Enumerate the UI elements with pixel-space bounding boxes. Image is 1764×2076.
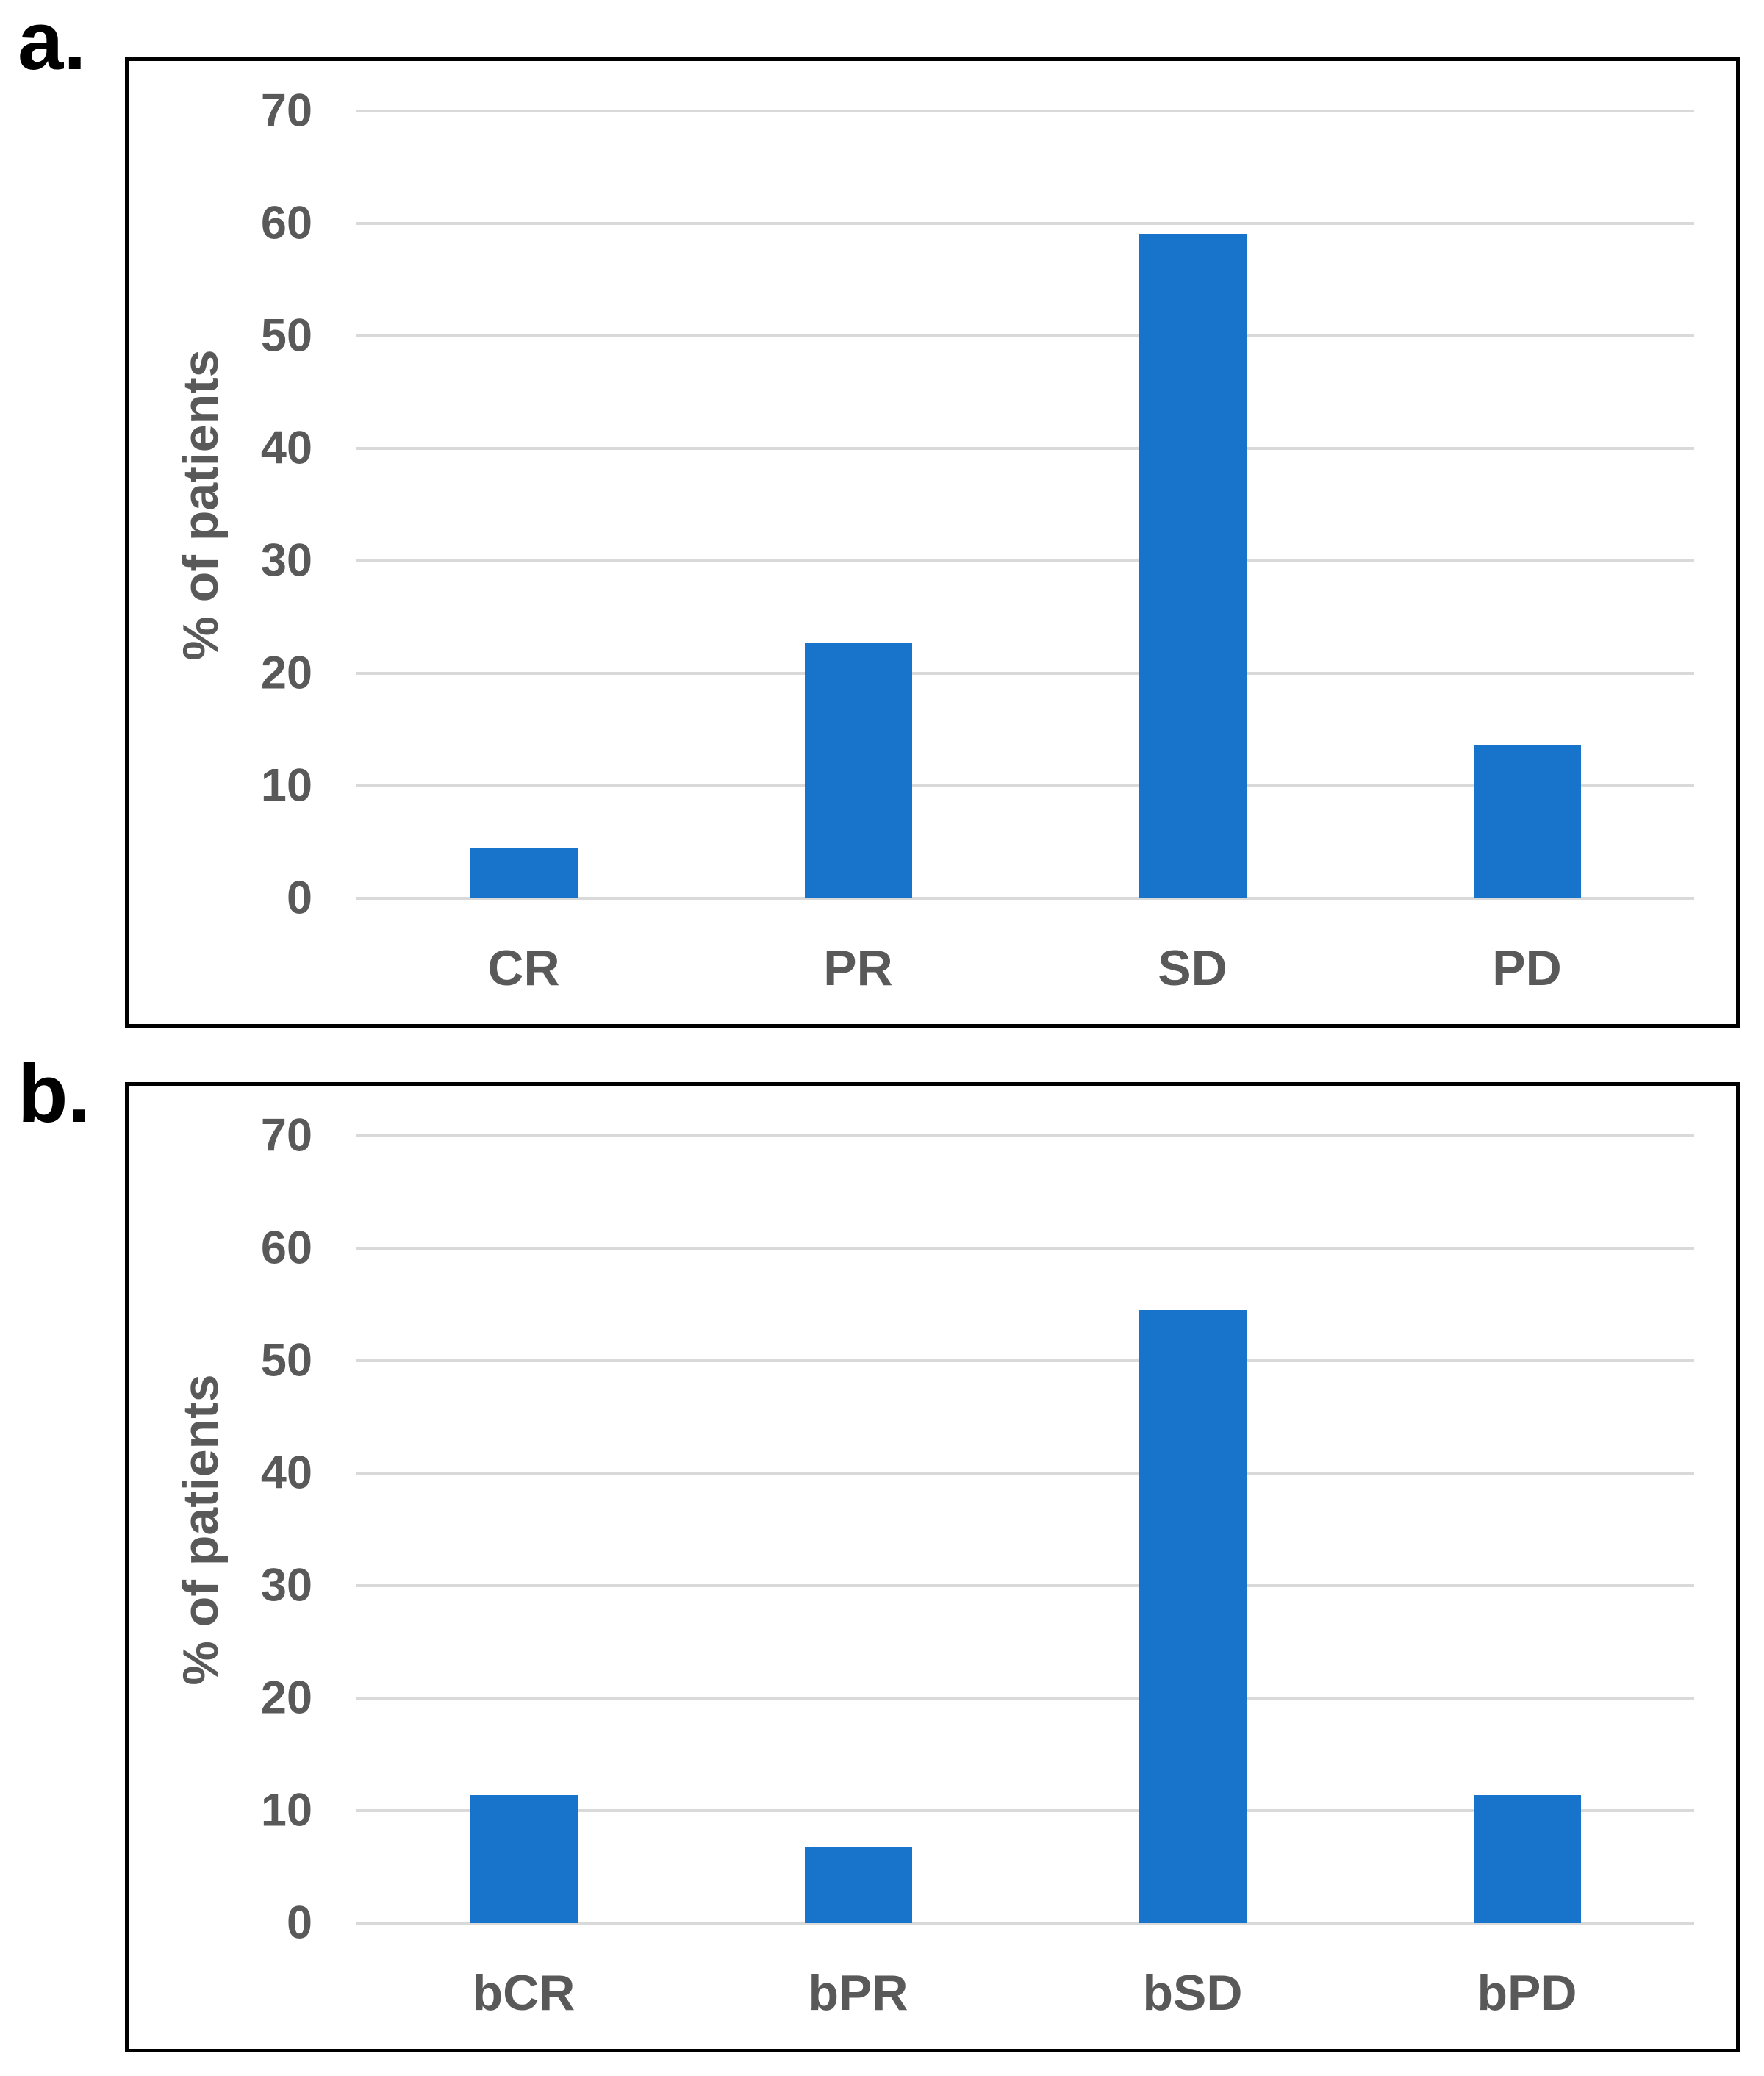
bar-SD bbox=[1139, 233, 1247, 898]
y-tick-label-70: 70 bbox=[260, 85, 312, 137]
gridline-70 bbox=[356, 110, 1694, 112]
gridline-50 bbox=[356, 1359, 1694, 1362]
y-axis-title: % of patients bbox=[173, 1373, 229, 1686]
x-category-label-PR: PR bbox=[823, 940, 893, 996]
gridline-50 bbox=[356, 334, 1694, 337]
y-tick-label-30: 30 bbox=[260, 534, 312, 587]
gridline-60 bbox=[356, 1247, 1694, 1250]
panel-a-chart-frame: 0 10 20 30 40 50 60 70 % of patients CR PR SD PD bbox=[125, 57, 1740, 1028]
gridline-30 bbox=[356, 1584, 1694, 1587]
x-category-label-bSD: bSD bbox=[1142, 1965, 1243, 2021]
x-category-label-CR: CR bbox=[487, 940, 560, 996]
panel-a-plot-area: 0 10 20 30 40 50 60 70 % of patients CR PR SD PD bbox=[129, 61, 1736, 1024]
gridline-40 bbox=[356, 447, 1694, 450]
panel-b-plot-area: 0 10 20 30 40 50 60 70 % of patients bCR bPR bSD bPD bbox=[129, 1086, 1736, 2049]
bar-bPR bbox=[804, 1846, 912, 1923]
gridline-10 bbox=[356, 784, 1694, 787]
y-tick-label-60: 60 bbox=[260, 197, 312, 249]
x-category-label-bPR: bPR bbox=[808, 1965, 908, 2021]
y-tick-label-60: 60 bbox=[260, 1222, 312, 1274]
gridline-40 bbox=[356, 1472, 1694, 1475]
bar-CR bbox=[470, 848, 578, 898]
y-tick-label-50: 50 bbox=[260, 309, 312, 362]
y-tick-label-0: 0 bbox=[286, 1897, 312, 1949]
y-tick-label-10: 10 bbox=[260, 1784, 312, 1836]
x-category-label-bCR: bCR bbox=[472, 1965, 576, 2021]
y-axis-title: % of patients bbox=[173, 348, 229, 661]
gridline-20 bbox=[356, 1697, 1694, 1700]
gridline-0 bbox=[356, 897, 1694, 900]
y-tick-label-70: 70 bbox=[260, 1109, 312, 1162]
bar-bPD bbox=[1473, 1794, 1581, 1923]
bar-bSD bbox=[1139, 1310, 1247, 1923]
panel-b-label: b. bbox=[18, 1048, 91, 1139]
x-category-label-bPD: bPD bbox=[1477, 1965, 1577, 2021]
x-category-label-PD: PD bbox=[1492, 940, 1562, 996]
gridline-10 bbox=[356, 1809, 1694, 1812]
gridline-20 bbox=[356, 672, 1694, 675]
bar-PD bbox=[1473, 745, 1581, 898]
y-tick-label-20: 20 bbox=[260, 1672, 312, 1724]
y-tick-label-50: 50 bbox=[260, 1334, 312, 1386]
bar-bCR bbox=[470, 1794, 578, 1923]
y-tick-label-10: 10 bbox=[260, 759, 312, 812]
gridline-60 bbox=[356, 222, 1694, 225]
y-tick-label-20: 20 bbox=[260, 647, 312, 699]
y-tick-label-40: 40 bbox=[260, 1447, 312, 1499]
gridline-0 bbox=[356, 1922, 1694, 1925]
panel-b-chart-frame: 0 10 20 30 40 50 60 70 % of patients bCR bPR bSD bPD bbox=[125, 1082, 1740, 2052]
gridline-30 bbox=[356, 559, 1694, 562]
y-tick-label-40: 40 bbox=[260, 422, 312, 474]
bar-PR bbox=[804, 643, 912, 898]
y-tick-label-30: 30 bbox=[260, 1559, 312, 1611]
y-tick-label-0: 0 bbox=[286, 872, 312, 924]
gridline-70 bbox=[356, 1134, 1694, 1137]
panel-a-label: a. bbox=[18, 0, 87, 87]
x-category-label-SD: SD bbox=[1158, 940, 1227, 996]
